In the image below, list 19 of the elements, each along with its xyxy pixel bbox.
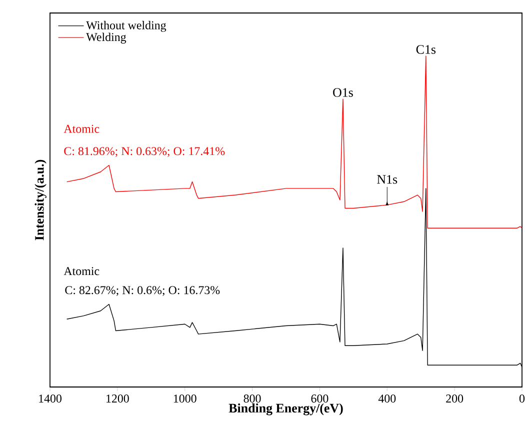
legend-label: Without welding — [86, 20, 166, 32]
x-tick-label: 0 — [519, 394, 525, 403]
annotation: Atomic — [64, 267, 100, 276]
x-tick-label: 1400 — [39, 394, 62, 403]
x-tick-label: 400 — [378, 394, 396, 403]
annotation: C: 81.96%; N: 0.63%; O: 17.41% — [64, 147, 225, 157]
annotation: C: 82.67%; N: 0.6%; O: 16.73% — [65, 286, 220, 296]
x-tick-label: 1200 — [106, 394, 129, 403]
annotation: O1s — [333, 88, 353, 97]
x-tick-label: 200 — [446, 394, 464, 403]
annotation: Atomic — [64, 124, 100, 133]
annotation: N1s — [377, 175, 398, 184]
x-tick-label: 1000 — [174, 394, 196, 403]
x-tick-label: 600 — [311, 394, 328, 403]
x-tick-label: 800 — [244, 394, 261, 403]
y-axis-title: Intensity/(a.u.) — [34, 160, 46, 240]
legend-label: Welding — [86, 32, 126, 44]
annotation: C1s — [416, 45, 436, 54]
x-axis-title: Binding Energy/(eV) — [228, 403, 343, 416]
